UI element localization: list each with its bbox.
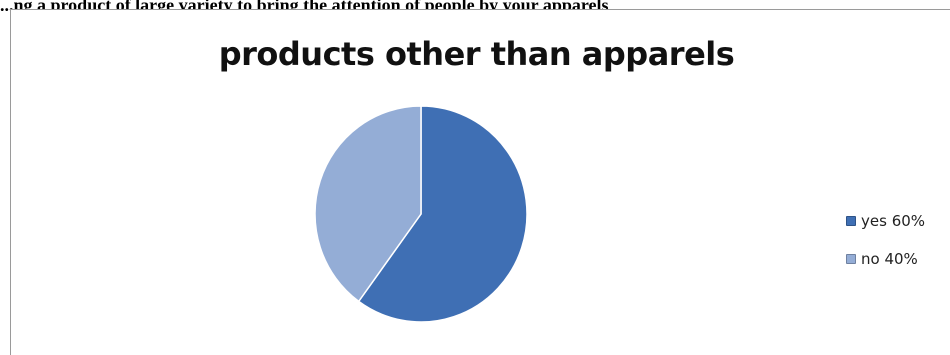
legend-item-no: no 40% xyxy=(846,250,925,268)
legend-label-no: no 40% xyxy=(861,250,918,268)
legend-swatch-yes xyxy=(846,216,856,226)
legend-item-yes: yes 60% xyxy=(846,212,925,230)
legend-label-yes: yes 60% xyxy=(861,212,926,230)
pie-chart xyxy=(314,105,528,323)
chart-legend: yes 60% no 40% xyxy=(846,212,925,288)
chart-title: products other than apparels xyxy=(218,35,735,73)
pie-slice-yes xyxy=(357,105,528,323)
legend-swatch-no xyxy=(846,254,856,264)
pie-slice-no xyxy=(314,105,422,303)
